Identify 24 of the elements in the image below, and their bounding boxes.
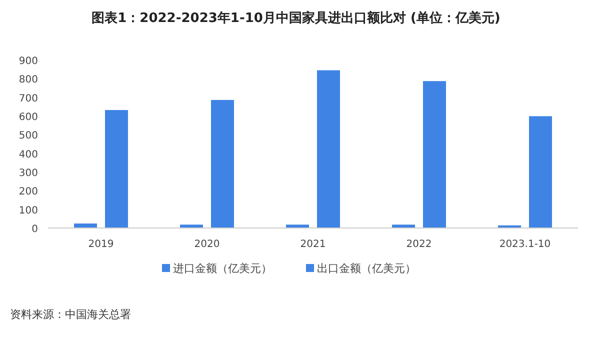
y-tick-label: 100	[18, 205, 38, 216]
y-tick-label: 600	[18, 112, 38, 123]
x-tick-label: 2022	[406, 239, 432, 250]
y-tick-label: 700	[18, 93, 38, 104]
x-tick-label: 2023.1-10	[499, 239, 551, 250]
bar	[423, 81, 446, 228]
bar	[211, 100, 234, 228]
chart-title: 图表1：2022-2023年1-10月中国家具进出口额比对 (单位：亿美元)	[92, 10, 500, 26]
y-tick-label: 0	[32, 224, 38, 235]
legend-label: 进口金额（亿美元）	[173, 262, 272, 275]
y-tick-label: 800	[18, 74, 38, 86]
bar	[105, 110, 128, 228]
x-tick-label: 2021	[300, 239, 326, 250]
bar	[317, 70, 340, 228]
x-tick-label: 2019	[88, 239, 114, 250]
y-tick-label: 300	[18, 168, 38, 179]
legend-label: 出口金额（亿美元）	[317, 262, 416, 275]
y-tick-label: 200	[18, 186, 38, 198]
bar	[529, 116, 552, 228]
y-tick-label: 500	[18, 130, 38, 142]
x-tick-label: 2020	[194, 239, 220, 250]
y-tick-label: 900	[18, 56, 38, 67]
text: 资料来源：中国海关总署	[10, 308, 131, 321]
y-tick-label: 400	[18, 149, 38, 160]
